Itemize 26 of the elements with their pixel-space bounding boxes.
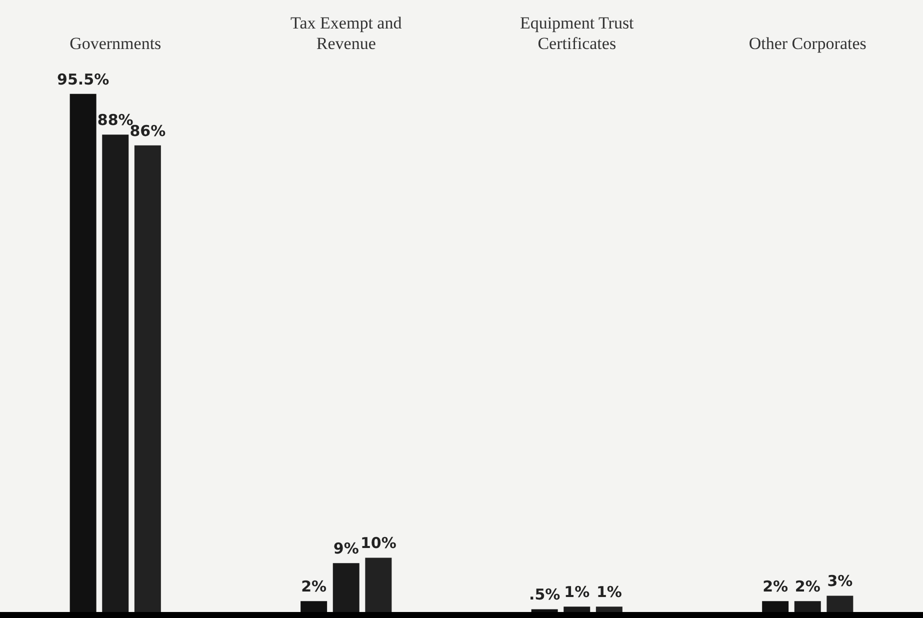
bar: [564, 606, 590, 612]
data-label: 2%: [301, 578, 327, 596]
data-label: .5%: [528, 586, 560, 604]
data-label: 95.5%: [57, 70, 110, 88]
bar: [70, 94, 96, 612]
x-tick-label: Other Corporates: [748, 34, 866, 54]
bar: [794, 601, 821, 612]
bar: [134, 145, 161, 612]
bar: [365, 558, 392, 612]
data-label: 9%: [333, 540, 359, 558]
bar: [826, 596, 854, 612]
bar: [300, 601, 328, 612]
data-label: 1%: [564, 582, 590, 601]
x-tick-label: Governments: [70, 34, 162, 54]
x-tick-label: Tax Exempt and Revenue: [290, 14, 402, 54]
data-label: 10%: [360, 534, 396, 552]
x-tick-label: Equipment Trust Certificates: [520, 14, 634, 54]
data-label: 2%: [762, 578, 788, 596]
bar: [596, 606, 622, 612]
data-label: 1%: [596, 582, 622, 601]
bar: [762, 601, 789, 612]
bar: [531, 609, 558, 612]
bar: [102, 134, 129, 612]
data-label: 3%: [827, 572, 853, 590]
bar: [332, 563, 360, 612]
data-label: 2%: [794, 578, 820, 596]
